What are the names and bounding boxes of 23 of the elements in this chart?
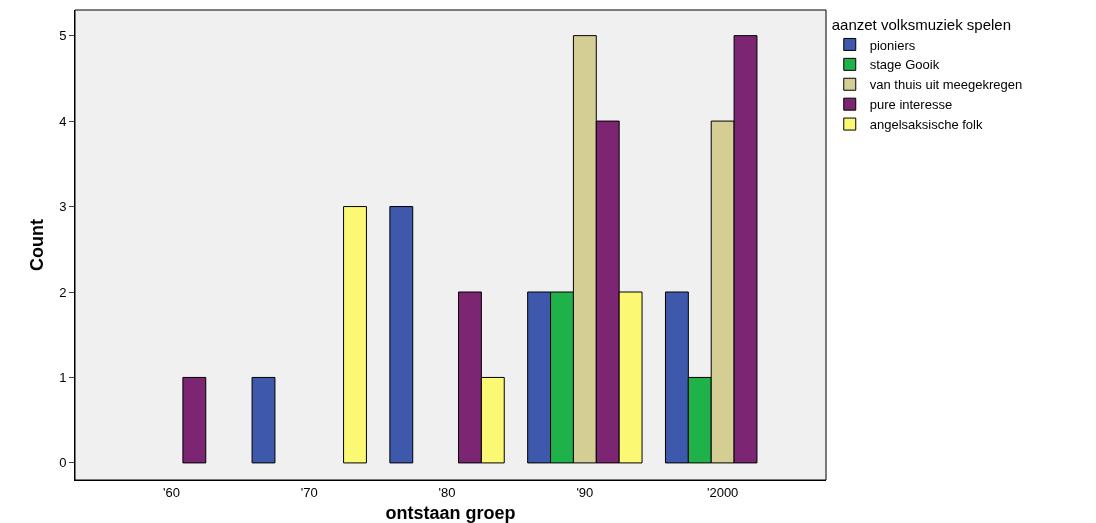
- legend-title: aanzet volksmuziek spelen: [831, 15, 1012, 33]
- x-tick-label: '70: [300, 484, 318, 500]
- x-tick-label: '80: [438, 484, 456, 500]
- y-axis-title: Count: [27, 219, 48, 271]
- legend-label: pioniers: [869, 37, 916, 53]
- x-tick-label: '2000: [706, 484, 739, 500]
- y-tick-label: 2: [59, 284, 67, 300]
- y-tick-label: 5: [59, 28, 67, 44]
- legend-label: stage Gooik: [869, 57, 940, 73]
- y-tick-label: 4: [59, 113, 67, 129]
- bar: [182, 376, 207, 464]
- bar: [389, 206, 414, 464]
- y-tick-label: 1: [59, 370, 67, 385]
- bar: [343, 206, 367, 464]
- bar: [251, 376, 276, 464]
- y-tick-label: 0: [59, 455, 67, 471]
- x-tick-label: '60: [162, 484, 180, 500]
- x-tick-label: '90: [576, 484, 594, 500]
- legend-label: angelsaksische folk: [869, 117, 983, 133]
- legend-label: van thuis uit meegekregen: [869, 77, 1023, 93]
- x-axis-title: ontstaan groep: [385, 503, 516, 523]
- legend-label: pure interesse: [869, 97, 953, 113]
- y-tick-label: 3: [59, 199, 67, 215]
